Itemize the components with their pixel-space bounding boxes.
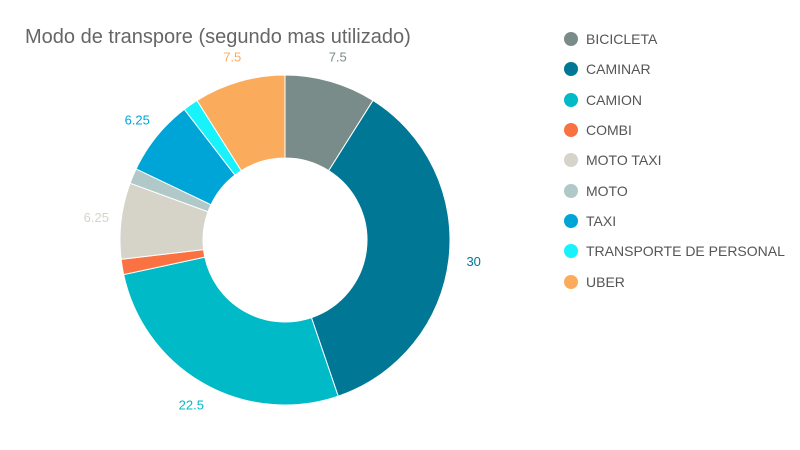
legend-item-camion[interactable]: CAMION	[564, 85, 785, 115]
data-label-caminar: 30	[466, 254, 480, 269]
legend-label: TRANSPORTE DE PERSONAL	[586, 243, 785, 260]
data-label-uber: 7.5	[223, 49, 241, 64]
legend-swatch	[564, 123, 578, 138]
data-label-bicicleta: 7.5	[329, 49, 347, 64]
legend-swatch	[564, 32, 578, 47]
legend-item-moto[interactable]: MOTO	[564, 175, 785, 205]
legend-label: TAXI	[586, 212, 617, 229]
legend-swatch	[564, 183, 578, 198]
legend-item-moto-taxi[interactable]: MOTO TAXI	[564, 145, 785, 175]
legend-label: MOTO	[586, 182, 628, 199]
legend-label: CAMINAR	[586, 61, 651, 78]
legend-item-uber[interactable]: UBER	[564, 266, 785, 296]
slice-camion[interactable]	[123, 256, 339, 406]
legend-swatch	[564, 62, 578, 77]
legend-label: CAMION	[586, 91, 642, 108]
legend-item-combi[interactable]: COMBI	[564, 115, 785, 145]
legend-label: UBER	[586, 273, 625, 290]
data-label-camion: 22.5	[179, 397, 204, 412]
slice-caminar[interactable]	[310, 99, 451, 397]
legend-swatch	[564, 153, 578, 168]
legend-item-caminar[interactable]: CAMINAR	[564, 54, 785, 84]
legend-item-bicicleta[interactable]: BICICLETA	[564, 24, 785, 54]
legend-swatch	[564, 92, 578, 107]
chart-title: Modo de transpore (segundo mas utilizado…	[25, 26, 411, 48]
slice-uber[interactable]	[196, 74, 286, 172]
legend-label: MOTO TAXI	[586, 152, 662, 169]
legend-item-transporte-de-personal[interactable]: TRANSPORTE DE PERSONAL	[564, 236, 785, 266]
data-label-moto-taxi: 6.25	[84, 210, 109, 225]
legend-swatch	[564, 274, 578, 289]
data-label-taxi: 6.25	[125, 113, 150, 128]
legend-label: BICICLETA	[586, 31, 658, 48]
legend-item-taxi[interactable]: TAXI	[564, 206, 785, 236]
legend-swatch	[564, 244, 578, 259]
chart-legend: BICICLETA CAMINAR CAMION COMBI MOTO TAXI MOTO…	[564, 24, 785, 297]
legend-swatch	[564, 213, 578, 228]
legend-label: COMBI	[586, 122, 632, 139]
